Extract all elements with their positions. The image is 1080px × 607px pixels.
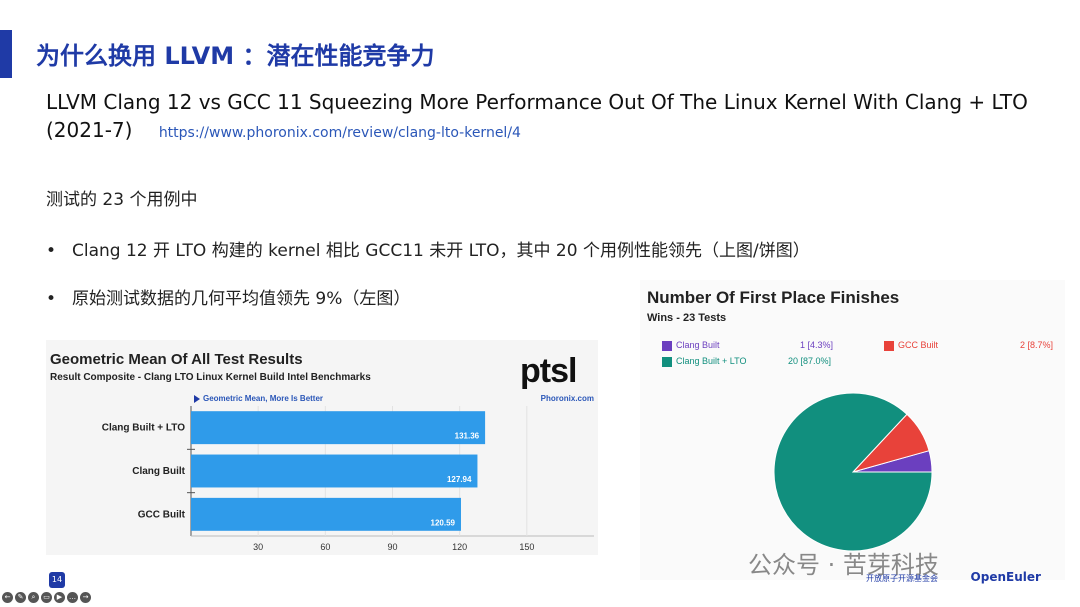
bar-category-label: Clang Built + LTO: [102, 423, 185, 434]
bar-chart-meta: Geometric Mean, More Is Better: [194, 394, 323, 403]
legend-gcc-built-value: 2 [8.7%]: [1020, 340, 1054, 350]
next-icon[interactable]: →: [80, 592, 91, 603]
subtitle-text: LLVM Clang 12 vs GCC 11 Squeezing More P…: [46, 90, 1028, 142]
legend-gcc-built: GCC Built: [884, 340, 938, 351]
bar-chart-subtitle: Result Composite - Clang LTO Linux Kerne…: [50, 372, 371, 383]
legend-clang-lto: Clang Built + LTO: [662, 356, 746, 367]
triangle-icon: [194, 394, 200, 403]
bar-chart-title: Geometric Mean Of All Test Results: [50, 351, 303, 368]
legend-swatch: [662, 340, 672, 351]
watermark: 公众号 · 苦芽科技: [748, 551, 939, 579]
camera-icon[interactable]: ▶: [54, 592, 65, 603]
bar-xtick-label: 120: [452, 542, 467, 552]
openeuler-logo-text: OpenEuler: [970, 570, 1041, 584]
legend-clang-built: Clang Built: [662, 340, 720, 351]
bullet-1: • Clang 12 开 LTO 构建的 kernel 相比 GCC11 未开 L…: [46, 236, 810, 261]
source-link[interactable]: https://www.phoronix.com/review/clang-lt…: [158, 125, 521, 141]
legend-clang-lto-value: 20 [87.0%]: [788, 356, 832, 366]
pts-logo: ptsl: [520, 352, 577, 390]
pie-chart-card: Number Of First Place Finishes Wins - 23…: [640, 280, 1065, 580]
legend-swatch: [662, 356, 672, 367]
legend-name: Clang Built: [676, 340, 720, 350]
prev-icon[interactable]: ←: [2, 592, 13, 603]
bar-value-label: 120.59: [431, 518, 456, 527]
bar-category-label: Clang Built: [132, 466, 185, 477]
bullet-2: • 原始测试数据的几何平均值领先 9%（左图）: [46, 284, 410, 309]
pie-chart: [773, 392, 933, 552]
bar-xtick-label: 60: [320, 542, 330, 552]
bar: [191, 454, 478, 488]
bullet-dot: •: [46, 241, 57, 261]
bar-category-label: GCC Built: [138, 509, 186, 520]
bar-xtick-label: 90: [387, 542, 397, 552]
legend-swatch: [884, 340, 894, 351]
title-accent-bar: [0, 30, 12, 78]
pie-slice: [773, 392, 933, 552]
legend-clang-built-value: 1 [4.3%]: [800, 340, 834, 350]
caption-icon[interactable]: ▭: [41, 592, 52, 603]
presentation-toolbar: ← ✎ ⌕ ▭ ▶ … →: [2, 592, 91, 603]
more-icon[interactable]: …: [67, 592, 78, 603]
zoom-icon[interactable]: ⌕: [28, 592, 39, 603]
pie-chart-title: Number Of First Place Finishes: [647, 288, 900, 307]
bar-value-label: 131.36: [455, 432, 480, 441]
bar: [191, 497, 461, 531]
bar-chart-site: Phoronix.com: [540, 394, 594, 403]
bar-xtick-label: 150: [519, 542, 534, 552]
pie-chart-subtitle: Wins - 23 Tests: [647, 312, 727, 324]
bullet-2-text: 原始测试数据的几何平均值领先 9%（左图）: [72, 289, 411, 309]
bar-chart-meta-text: Geometric Mean, More Is Better: [203, 394, 324, 403]
bar-value-label: 127.94: [447, 475, 472, 484]
legend-name: Clang Built + LTO: [676, 356, 747, 366]
intro-text: 测试的 23 个用例中: [46, 190, 198, 210]
bullet-1-text: Clang 12 开 LTO 构建的 kernel 相比 GCC11 未开 LT…: [72, 241, 810, 261]
footer-logos: 开放原子开源基金会 OpenEuler: [866, 570, 1041, 584]
slide-subtitle: LLVM Clang 12 vs GCC 11 Squeezing More P…: [46, 88, 1066, 147]
bar-chart: 30 60 90 120 150 131.36 Clang Built + LTO 127.9…: [102, 406, 594, 552]
page-number-badge: 14: [49, 572, 65, 588]
bullet-dot: •: [46, 289, 57, 309]
foundation-logo-text: 开放原子开源基金会: [866, 574, 938, 583]
slide-title: 为什么换用 LLVM ：潜在性能竞争力: [36, 42, 435, 70]
legend-name: GCC Built: [898, 340, 939, 350]
pen-icon[interactable]: ✎: [15, 592, 26, 603]
bar-xtick-label: 30: [253, 542, 263, 552]
bar-chart-card: Geometric Mean Of All Test Results Resul…: [46, 340, 598, 555]
bar: [191, 411, 486, 445]
